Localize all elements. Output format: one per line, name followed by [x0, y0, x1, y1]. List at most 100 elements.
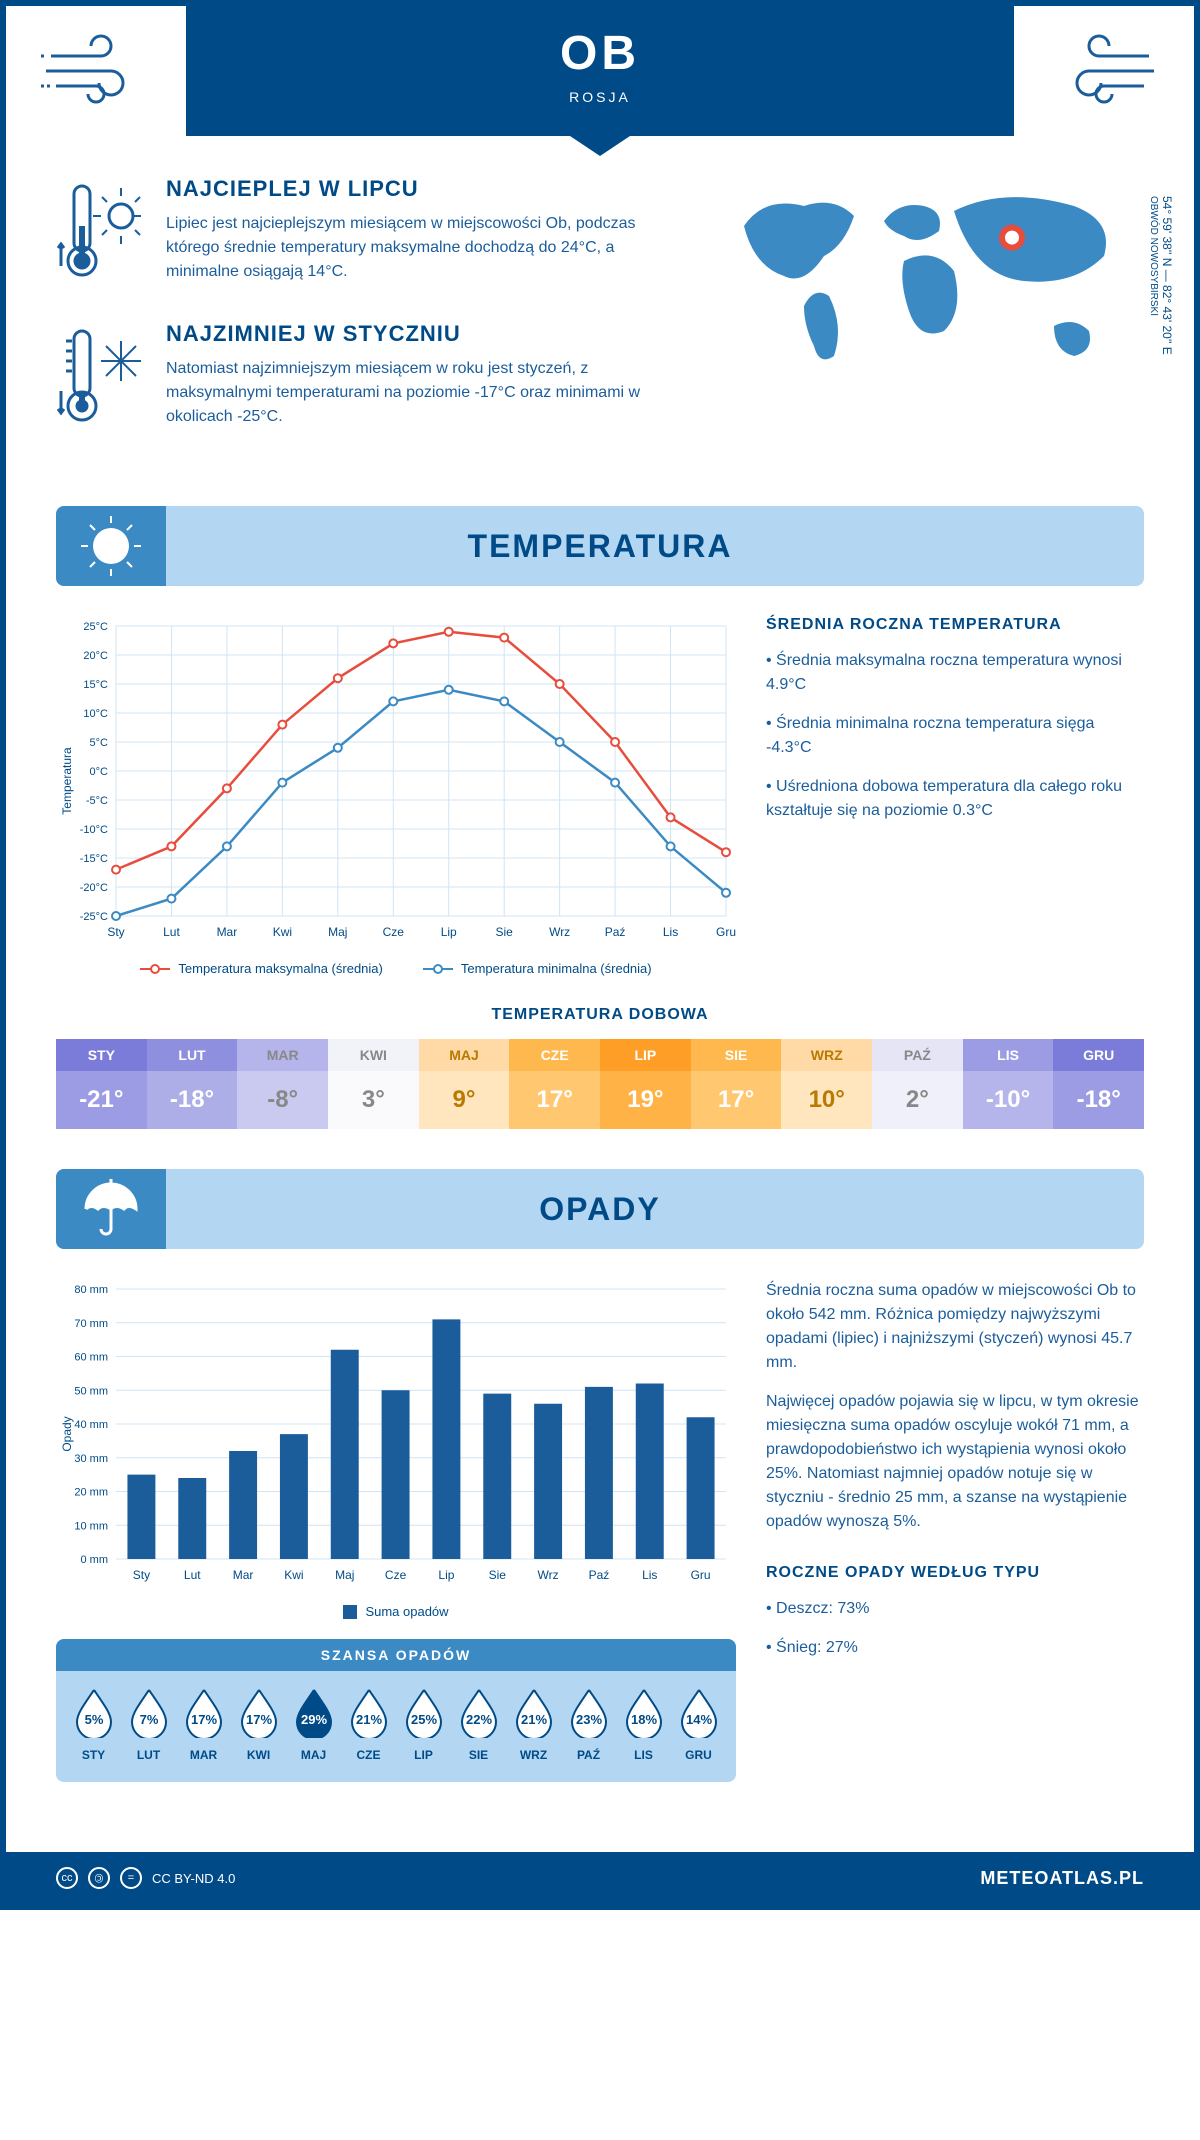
coords-text: 54° 59' 38'' N — 82° 43' 20'' E	[1160, 196, 1174, 355]
umbrella-icon	[56, 1169, 166, 1249]
world-map-block: 54° 59' 38'' N — 82° 43' 20'' E OBWÓD NO…	[704, 176, 1144, 466]
chance-drop: 5%STY	[66, 1686, 121, 1762]
svg-text:Lut: Lut	[163, 925, 180, 939]
thermometer-hot-icon	[56, 176, 146, 291]
svg-text:22%: 22%	[465, 1712, 491, 1727]
svg-text:Sie: Sie	[496, 925, 514, 939]
svg-text:17%: 17%	[245, 1712, 271, 1727]
location-country: ROSJA	[186, 89, 1014, 105]
svg-text:Paź: Paź	[589, 1568, 610, 1582]
chance-drop: 14%GRU	[671, 1686, 726, 1762]
world-map-icon	[704, 176, 1144, 396]
sun-icon	[56, 506, 166, 586]
map-marker-icon	[1002, 228, 1022, 248]
temp-bullet: • Uśredniona dobowa temperatura dla całe…	[766, 775, 1144, 823]
daily-temp-table: STY-21°LUT-18°MAR-8°KWI3°MAJ9°CZE17°LIP1…	[56, 1039, 1144, 1129]
coldest-block: NAJZIMNIEJ W STYCZNIU Natomiast najzimni…	[56, 321, 674, 436]
precipitation-title: OPADY	[196, 1191, 1004, 1228]
precip-snow: • Śnieg: 27%	[766, 1636, 1144, 1660]
svg-text:Lis: Lis	[642, 1568, 657, 1582]
svg-text:25%: 25%	[410, 1712, 436, 1727]
temperature-section-header: TEMPERATURA	[56, 506, 1144, 586]
svg-text:-5°C: -5°C	[86, 795, 108, 807]
temp-cell: SIE17°	[691, 1039, 782, 1129]
temp-cell: STY-21°	[56, 1039, 147, 1129]
svg-text:21%: 21%	[520, 1712, 546, 1727]
svg-text:Wrz: Wrz	[538, 1568, 559, 1582]
coldest-text: Natomiast najzimniejszym miesiącem w rok…	[166, 357, 674, 429]
footer: cc 🄯 = CC BY-ND 4.0 METEOATLAS.PL	[6, 1852, 1194, 1904]
svg-text:Gru: Gru	[716, 925, 736, 939]
svg-text:Lut: Lut	[184, 1568, 201, 1582]
svg-text:Paź: Paź	[605, 925, 626, 939]
svg-text:Temperatura: Temperatura	[60, 747, 74, 815]
coldest-title: NAJZIMNIEJ W STYCZNIU	[166, 321, 674, 347]
svg-text:-15°C: -15°C	[80, 853, 108, 865]
chance-drop: 21%CZE	[341, 1686, 396, 1762]
svg-text:Gru: Gru	[691, 1568, 711, 1582]
svg-text:10°C: 10°C	[83, 708, 108, 720]
svg-text:Lip: Lip	[438, 1568, 454, 1582]
svg-text:18%: 18%	[630, 1712, 656, 1727]
svg-text:-25°C: -25°C	[80, 911, 108, 923]
svg-text:Lis: Lis	[663, 925, 678, 939]
svg-text:40 mm: 40 mm	[74, 1419, 108, 1431]
svg-text:25°C: 25°C	[83, 621, 108, 633]
wind-icon-left	[6, 6, 186, 136]
svg-text:30 mm: 30 mm	[74, 1453, 108, 1465]
svg-text:Maj: Maj	[328, 925, 347, 939]
temp-cell: PAŹ2°	[872, 1039, 963, 1129]
legend-precip: Suma opadów	[365, 1604, 448, 1619]
precip-chance-panel: SZANSA OPADÓW 5%STY7%LUT17%MAR17%KWI29%M…	[56, 1639, 736, 1782]
svg-text:5°C: 5°C	[90, 737, 109, 749]
svg-text:Cze: Cze	[385, 1568, 407, 1582]
svg-text:14%: 14%	[685, 1712, 711, 1727]
chance-drop: 25%LIP	[396, 1686, 451, 1762]
site-name: METEOATLAS.PL	[980, 1868, 1144, 1889]
svg-text:Sty: Sty	[133, 1568, 150, 1582]
overview-row: NAJCIEPLEJ W LIPCU Lipiec jest najcieple…	[56, 176, 1144, 466]
svg-text:Cze: Cze	[383, 925, 405, 939]
wind-icon-right	[1014, 6, 1194, 136]
temperature-chart: -25°C-20°C-15°C-10°C-5°C0°C5°C10°C15°C20…	[56, 616, 736, 976]
svg-text:Opady: Opady	[60, 1416, 74, 1451]
location-name: OB	[186, 26, 1014, 81]
cc-icon: cc	[56, 1867, 78, 1889]
header: OB ROSJA	[6, 6, 1194, 136]
svg-text:70 mm: 70 mm	[74, 1318, 108, 1330]
chance-drop: 22%SIE	[451, 1686, 506, 1762]
precipitation-section-header: OPADY	[56, 1169, 1144, 1249]
svg-text:60 mm: 60 mm	[74, 1352, 108, 1364]
precip-para: Średnia roczna suma opadów w miejscowośc…	[766, 1279, 1144, 1375]
header-title-block: OB ROSJA	[186, 6, 1014, 136]
precip-para: Najwięcej opadów pojawia się w lipcu, w …	[766, 1390, 1144, 1534]
temp-bullet: • Średnia minimalna roczna temperatura s…	[766, 712, 1144, 760]
svg-text:50 mm: 50 mm	[74, 1385, 108, 1397]
legend-min: Temperatura minimalna (średnia)	[461, 961, 652, 976]
svg-text:21%: 21%	[355, 1712, 381, 1727]
svg-text:23%: 23%	[575, 1712, 601, 1727]
svg-text:20°C: 20°C	[83, 650, 108, 662]
temp-cell: WRZ10°	[781, 1039, 872, 1129]
svg-text:Mar: Mar	[217, 925, 238, 939]
svg-text:80 mm: 80 mm	[74, 1284, 108, 1296]
svg-text:Kwi: Kwi	[273, 925, 292, 939]
thermometer-cold-icon	[56, 321, 146, 436]
chance-drop: 23%PAŹ	[561, 1686, 616, 1762]
svg-text:Sie: Sie	[489, 1568, 507, 1582]
svg-text:7%: 7%	[139, 1712, 158, 1727]
hottest-text: Lipiec jest najcieplejszym miesiącem w m…	[166, 212, 674, 284]
svg-text:Kwi: Kwi	[284, 1568, 303, 1582]
temp-cell: MAJ9°	[419, 1039, 510, 1129]
svg-text:0°C: 0°C	[90, 766, 109, 778]
hottest-title: NAJCIEPLEJ W LIPCU	[166, 176, 674, 202]
region-text: OBWÓD NOWOSYBIRSKI	[1148, 196, 1159, 316]
precip-chance-title: SZANSA OPADÓW	[56, 1639, 736, 1671]
svg-text:0 mm: 0 mm	[81, 1554, 109, 1566]
temp-bullet: • Średnia maksymalna roczna temperatura …	[766, 649, 1144, 697]
precipitation-chart: 0 mm10 mm20 mm30 mm40 mm50 mm60 mm70 mm8…	[56, 1279, 736, 1619]
temp-cell: MAR-8°	[237, 1039, 328, 1129]
temperature-title: TEMPERATURA	[196, 528, 1004, 565]
svg-text:Maj: Maj	[335, 1568, 354, 1582]
precip-type-title: ROCZNE OPADY WEDŁUG TYPU	[766, 1564, 1144, 1582]
